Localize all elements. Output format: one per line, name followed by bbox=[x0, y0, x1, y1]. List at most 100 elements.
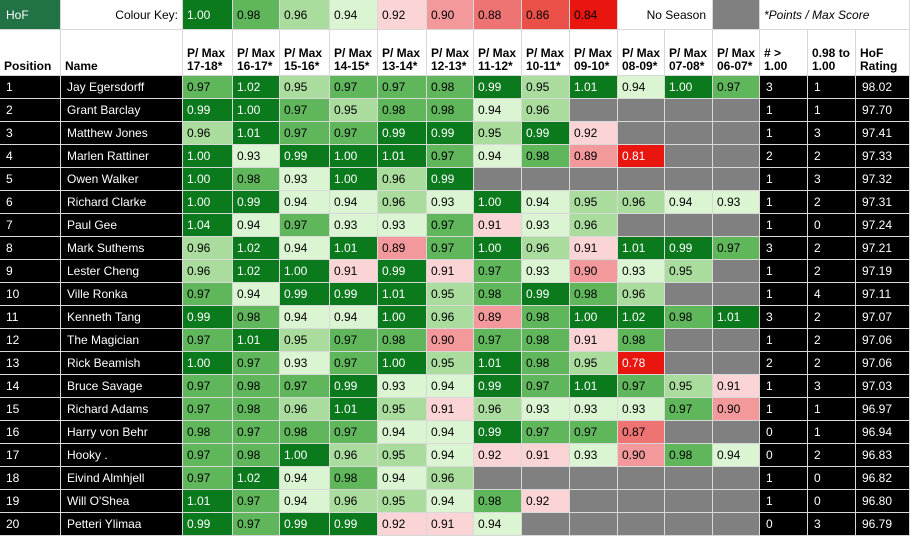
score-cell: 0.93 bbox=[522, 260, 570, 283]
score-cell: 0.92 bbox=[570, 122, 618, 145]
player-name: Paul Gee bbox=[61, 214, 183, 237]
no-season-cell bbox=[474, 168, 522, 191]
score-cell: 0.93 bbox=[713, 191, 760, 214]
score-cell: 0.94 bbox=[427, 375, 474, 398]
no-season-cell bbox=[713, 490, 760, 513]
score-cell: 1.01 bbox=[330, 237, 378, 260]
score-cell: 0.93 bbox=[570, 398, 618, 421]
score-cell: 0.99 bbox=[427, 168, 474, 191]
score-cell: 0.96 bbox=[427, 467, 474, 490]
score-cell: 0.97 bbox=[522, 375, 570, 398]
player-name: Mark Suthems bbox=[61, 237, 183, 260]
score-cell: 1.00 bbox=[570, 306, 618, 329]
score-cell: 0.97 bbox=[330, 421, 378, 444]
no-season-cell bbox=[713, 260, 760, 283]
no-season-cell bbox=[713, 122, 760, 145]
hof-rating: 98.02 bbox=[856, 76, 910, 99]
score-cell: 0.94 bbox=[280, 306, 330, 329]
score-cell: 0.94 bbox=[330, 306, 378, 329]
score-cell: 0.94 bbox=[665, 191, 713, 214]
position-cell: 13 bbox=[0, 352, 61, 375]
near-one-count: 0 bbox=[808, 467, 856, 490]
near-one-count: 3 bbox=[808, 513, 856, 536]
no-season-cell bbox=[665, 467, 713, 490]
score-cell: 0.97 bbox=[330, 76, 378, 99]
position-cell: 11 bbox=[0, 306, 61, 329]
score-cell: 1.01 bbox=[233, 329, 280, 352]
score-cell: 0.91 bbox=[427, 513, 474, 536]
position-cell: 12 bbox=[0, 329, 61, 352]
colour-key-swatch: 0.84 bbox=[570, 0, 618, 30]
score-cell: 0.94 bbox=[378, 467, 427, 490]
over-one-count: 1 bbox=[760, 122, 808, 145]
score-cell: 0.99 bbox=[183, 513, 233, 536]
score-cell: 0.97 bbox=[183, 375, 233, 398]
score-cell: 0.99 bbox=[665, 237, 713, 260]
score-cell: 0.98 bbox=[233, 306, 280, 329]
score-cell: 0.96 bbox=[522, 99, 570, 122]
score-cell: 0.96 bbox=[330, 444, 378, 467]
score-cell: 1.01 bbox=[378, 145, 427, 168]
score-cell: 0.91 bbox=[427, 260, 474, 283]
score-cell: 0.99 bbox=[183, 306, 233, 329]
score-cell: 1.01 bbox=[570, 76, 618, 99]
position-cell: 19 bbox=[0, 490, 61, 513]
near-one-count: 1 bbox=[808, 76, 856, 99]
score-cell: 0.98 bbox=[378, 99, 427, 122]
over-one-count: 1 bbox=[760, 260, 808, 283]
over-one-count: 1 bbox=[760, 214, 808, 237]
score-cell: 0.97 bbox=[280, 214, 330, 237]
over-one-count: 1 bbox=[760, 329, 808, 352]
score-cell: 0.93 bbox=[378, 375, 427, 398]
score-cell: 0.97 bbox=[183, 444, 233, 467]
player-name: Harry von Behr bbox=[61, 421, 183, 444]
over-one-count: 0 bbox=[760, 421, 808, 444]
score-cell: 0.98 bbox=[183, 421, 233, 444]
player-name: Will O'Shea bbox=[61, 490, 183, 513]
score-cell: 0.97 bbox=[474, 260, 522, 283]
no-season-cell bbox=[618, 513, 665, 536]
score-cell: 0.94 bbox=[427, 444, 474, 467]
no-season-cell bbox=[713, 329, 760, 352]
position-cell: 7 bbox=[0, 214, 61, 237]
column-header: P/ Max 16-17* bbox=[233, 30, 280, 76]
no-season-swatch bbox=[713, 0, 760, 30]
over-one-count: 1 bbox=[760, 375, 808, 398]
hof-rating: 96.97 bbox=[856, 398, 910, 421]
score-cell: 0.94 bbox=[427, 421, 474, 444]
near-one-count: 2 bbox=[808, 329, 856, 352]
hof-rating: 97.33 bbox=[856, 145, 910, 168]
player-name: Eivind Almhjell bbox=[61, 467, 183, 490]
over-one-count: 3 bbox=[760, 237, 808, 260]
over-one-count: 0 bbox=[760, 444, 808, 467]
colour-key-swatch: 0.94 bbox=[330, 0, 378, 30]
score-cell: 0.96 bbox=[280, 398, 330, 421]
score-cell: 0.95 bbox=[427, 352, 474, 375]
score-cell: 0.97 bbox=[183, 398, 233, 421]
score-cell: 0.93 bbox=[280, 352, 330, 375]
over-one-count: 1 bbox=[760, 191, 808, 214]
score-cell: 0.92 bbox=[522, 490, 570, 513]
score-cell: 1.00 bbox=[378, 306, 427, 329]
player-name: Matthew Jones bbox=[61, 122, 183, 145]
no-season-cell bbox=[713, 168, 760, 191]
score-cell: 1.02 bbox=[233, 260, 280, 283]
no-season-cell bbox=[522, 467, 570, 490]
score-cell: 0.94 bbox=[427, 490, 474, 513]
score-cell: 0.97 bbox=[713, 237, 760, 260]
score-cell: 0.99 bbox=[427, 122, 474, 145]
position-cell: 10 bbox=[0, 283, 61, 306]
position-cell: 6 bbox=[0, 191, 61, 214]
score-cell: 0.94 bbox=[474, 99, 522, 122]
score-cell: 0.90 bbox=[713, 398, 760, 421]
score-cell: 0.91 bbox=[713, 375, 760, 398]
column-header: # > 1.00 bbox=[760, 30, 808, 76]
score-cell: 0.97 bbox=[665, 398, 713, 421]
score-cell: 0.96 bbox=[378, 191, 427, 214]
no-season-cell bbox=[665, 421, 713, 444]
score-cell: 0.98 bbox=[665, 444, 713, 467]
score-cell: 0.99 bbox=[330, 283, 378, 306]
player-name: Jay Egersdorff bbox=[61, 76, 183, 99]
over-one-count: 2 bbox=[760, 145, 808, 168]
over-one-count: 3 bbox=[760, 306, 808, 329]
